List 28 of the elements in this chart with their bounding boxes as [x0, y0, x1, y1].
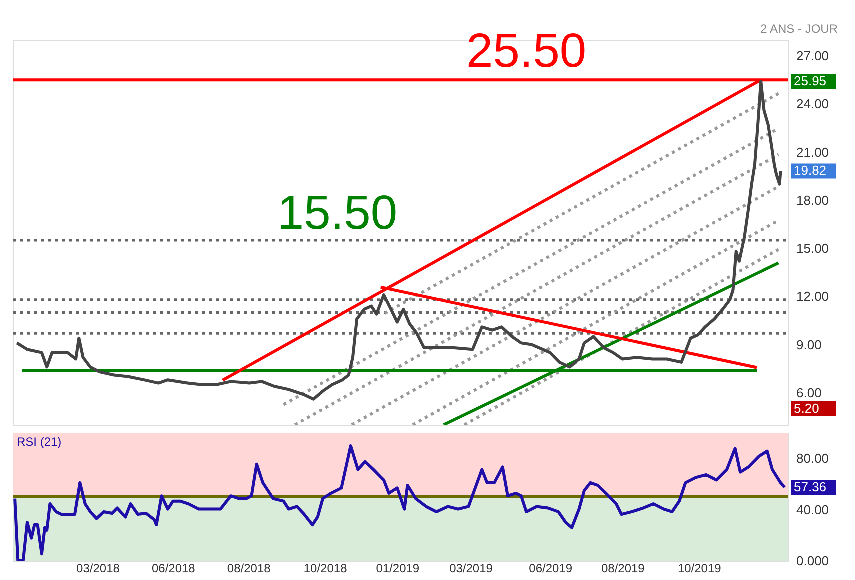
y-tick-label: 9.00: [796, 337, 822, 352]
y-tick-label: 18.00: [796, 192, 830, 208]
y-tick-label: 12.00: [796, 289, 830, 304]
y-tick-label: 24.00: [796, 96, 830, 112]
x-tick-label: 10/2018: [304, 562, 348, 576]
chart-title: RSI (21): [17, 435, 62, 449]
text: 25.95: [794, 74, 827, 89]
y-tick-label: 0.000: [796, 554, 830, 568]
text: 5.20: [794, 401, 820, 416]
y-tick-label: 27.00: [796, 48, 830, 64]
text: 57.36: [794, 480, 827, 495]
x-tick-label: 06/2018: [152, 562, 196, 576]
y-tick-label: 40.00: [796, 502, 830, 518]
y-tick-label: 21.00: [796, 144, 830, 160]
x-tick-label: 10/2019: [678, 562, 722, 576]
text: 19.82: [794, 163, 827, 178]
y-tick-label: 80.00: [796, 451, 830, 466]
annotation: 25.50: [466, 24, 587, 78]
x-tick-label: 06/2019: [529, 562, 573, 576]
x-tick-label: 08/2018: [227, 562, 272, 576]
annotation: 15.50: [277, 186, 398, 240]
x-tick-label: 01/2019: [376, 562, 420, 576]
x-tick-label: 03/2018: [76, 562, 120, 576]
y-tick-label: 6.00: [796, 385, 822, 400]
y-tick-label: 15.00: [796, 241, 830, 256]
x-tick-label: 03/2019: [450, 562, 494, 576]
x-tick-label: 08/2019: [601, 562, 646, 576]
text: 2 ANS - JOUR: [760, 22, 838, 36]
